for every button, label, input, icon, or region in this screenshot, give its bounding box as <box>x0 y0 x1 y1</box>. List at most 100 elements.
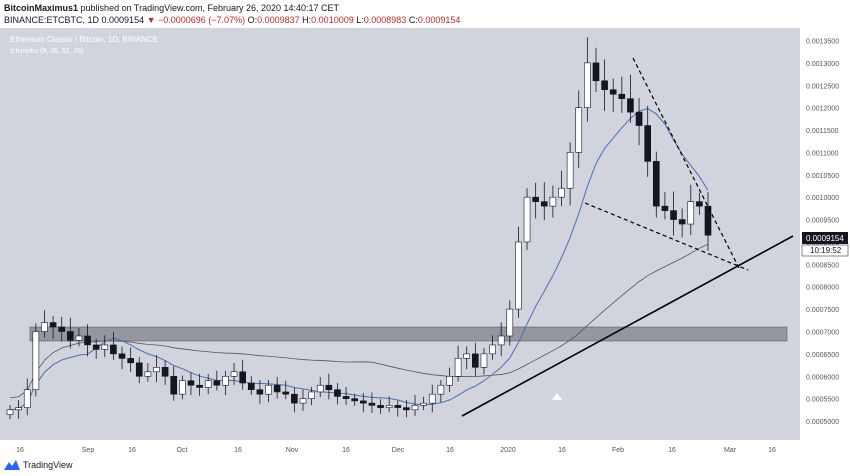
countdown-text: 10:19:52 <box>810 246 842 255</box>
y-tick-label: 0.0012500 <box>806 83 839 90</box>
candle-body <box>592 62 600 82</box>
candle-body <box>549 196 557 207</box>
candle-body <box>342 396 350 399</box>
x-tick-label: Dec <box>392 447 405 454</box>
candle-body <box>678 219 686 225</box>
candle-body <box>618 93 626 99</box>
candle-body <box>696 201 703 207</box>
candle-body <box>75 335 83 341</box>
x-tick-label: 16 <box>16 447 24 454</box>
candle-body <box>334 389 341 397</box>
lower-wedge-line <box>584 202 749 271</box>
candle-body <box>67 331 74 341</box>
candle-body <box>23 389 31 408</box>
candle-body <box>153 367 160 373</box>
chart-header: BitcoinMaximus1 published on TradingView… <box>0 0 850 28</box>
tradingview-text: TradingView <box>23 460 73 470</box>
y-tick-label: 0.0007000 <box>806 330 839 337</box>
low-value: 0.0008983 <box>363 15 407 25</box>
y-tick-label: 0.0012000 <box>806 106 839 113</box>
close-value: 0.0009154 <box>417 15 461 25</box>
y-tick-label: 0.0011000 <box>806 150 839 157</box>
candle-body <box>118 353 126 359</box>
symbol-info: BINANCE:ETCBTC, 1D 0.0009154 ▼ −0.000069… <box>4 15 460 25</box>
candle-body <box>687 201 695 225</box>
x-tick-label: Sep <box>82 447 95 454</box>
y-tick-label: 0.0010000 <box>806 195 839 202</box>
candle-body <box>446 375 453 386</box>
candle-body <box>127 358 134 364</box>
author-name[interactable]: BitcoinMaximus1 <box>4 3 79 13</box>
candle-body <box>411 405 419 411</box>
candle-body <box>601 80 608 91</box>
price-change: ▼ −0.0000696 (−7.07%) <box>146 15 246 25</box>
candle-body <box>110 344 117 355</box>
candle-body <box>472 353 479 368</box>
candle-body <box>170 375 178 395</box>
candle-body <box>515 241 522 310</box>
candle-body <box>282 391 290 395</box>
candle-body <box>480 353 488 368</box>
candle-body <box>204 380 212 388</box>
candle-body <box>144 371 152 377</box>
plot-background <box>0 28 800 440</box>
candle-body <box>359 400 367 404</box>
y-tick-label: 0.0010500 <box>806 173 839 180</box>
candle-body <box>101 344 109 350</box>
candle-body <box>558 187 565 198</box>
y-tick-label: 0.0008500 <box>806 262 839 269</box>
candle-body <box>351 398 359 402</box>
candle-body <box>92 344 100 350</box>
candle-body <box>532 196 539 202</box>
chart-title: Ethereum Classic / Bitcoin, 1D, BINANCE <box>10 35 158 44</box>
candle-body <box>394 405 402 408</box>
price-chart[interactable]: Ethereum Classic / Bitcoin, 1D, BINANCE … <box>0 28 850 456</box>
publish-date: published on TradingView.com, February 2… <box>80 3 340 13</box>
open-value: 0.0009837 <box>257 15 300 25</box>
candle-body <box>385 405 393 408</box>
candle-body <box>179 380 186 395</box>
candle-body <box>135 362 143 377</box>
high-label: H: <box>302 15 312 25</box>
y-axis-ticks: 0.0013500 0.0013000 0.0012500 0.0012000 0.00… <box>806 38 839 426</box>
x-tick-label: Feb <box>612 447 624 454</box>
x-tick-label: 16 <box>446 447 454 454</box>
candle-body <box>230 371 238 377</box>
candle-body <box>32 331 40 391</box>
candle-body <box>222 375 229 386</box>
candle-body <box>316 384 324 393</box>
candle-body <box>704 205 712 236</box>
ma-blue-line <box>9 107 709 411</box>
candle-body <box>506 308 514 337</box>
candle-body <box>377 405 384 408</box>
x-tick-label: 16 <box>128 447 136 454</box>
candle-body <box>420 402 427 406</box>
publish-info: BitcoinMaximus1 published on TradingView… <box>4 3 339 13</box>
x-axis-ticks: 16 Sep 16 Oct 16 Nov 16 Dec 16 2020 16 Feb 16 Mar 16 <box>16 447 776 454</box>
y-tick-label: 0.0006000 <box>806 374 839 381</box>
tradingview-logo[interactable]: TradingView <box>4 460 73 470</box>
candle-body <box>403 407 410 411</box>
time-axis[interactable] <box>0 440 850 456</box>
candle-body <box>15 407 22 411</box>
candle-body <box>41 322 48 332</box>
descending-trendline <box>632 57 741 271</box>
x-tick-label: Nov <box>286 447 299 454</box>
close-label: C: <box>408 15 418 25</box>
candle-body <box>247 382 255 391</box>
y-tick-label: 0.0009500 <box>806 218 839 225</box>
chart-area[interactable]: Ethereum Classic / Bitcoin, 1D, BINANCE … <box>0 28 850 456</box>
candle-body <box>256 389 264 395</box>
open-label: O: <box>247 15 258 25</box>
candle-body <box>661 205 669 211</box>
x-tick-label: Oct <box>177 447 188 454</box>
candle-body <box>265 384 272 395</box>
candle-body <box>196 384 203 388</box>
indicator-label: Ichimoku (9, 26, 52, 26) <box>10 48 84 55</box>
countdown-tag <box>801 244 849 257</box>
candle-body <box>428 393 436 404</box>
candle-body <box>575 107 583 153</box>
candle-body <box>454 358 462 377</box>
candle-body <box>489 344 496 355</box>
footer: TradingView <box>0 456 850 476</box>
